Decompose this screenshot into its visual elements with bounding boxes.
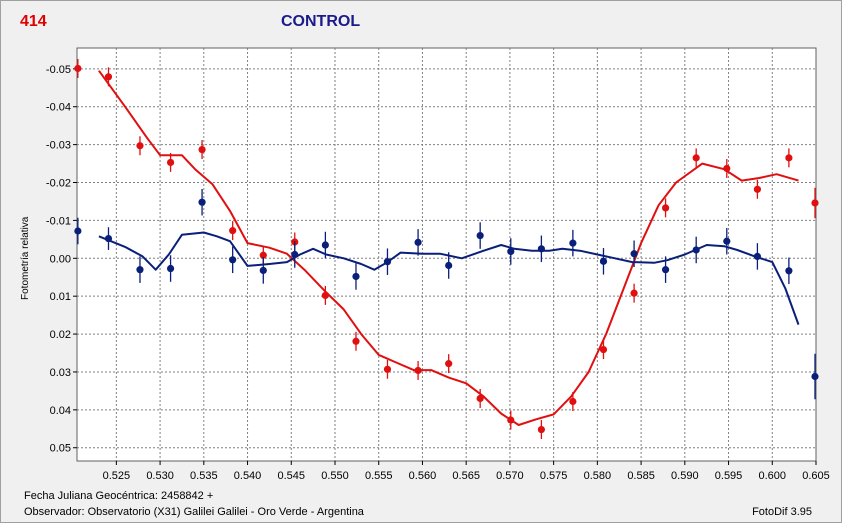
x-tick-label: 0.530 bbox=[146, 470, 174, 482]
data-point bbox=[569, 239, 577, 247]
fit-curves bbox=[98, 70, 800, 426]
data-point bbox=[74, 64, 82, 73]
y-tick-label: 0.02 bbox=[50, 329, 71, 341]
data-point bbox=[104, 73, 113, 81]
data-point bbox=[259, 251, 267, 259]
data-point bbox=[785, 267, 793, 275]
data-point bbox=[537, 425, 545, 434]
data-point bbox=[104, 234, 113, 243]
software-version: FotoDif 3.95 bbox=[752, 506, 812, 518]
y-tick-label: -0.01 bbox=[46, 215, 71, 227]
x-tick-label: 0.540 bbox=[234, 470, 262, 482]
x-tick-label: 0.570 bbox=[496, 470, 524, 482]
julian-date-label: Fecha Juliana Geocéntrica: 2458842 + bbox=[24, 490, 214, 502]
y-tick-label: 0.00 bbox=[50, 253, 71, 265]
data-point bbox=[569, 397, 577, 406]
data-point bbox=[507, 247, 515, 256]
data-point bbox=[198, 145, 206, 154]
data-points bbox=[74, 58, 819, 440]
data-point bbox=[229, 256, 237, 264]
x-tick-label: 0.585 bbox=[627, 470, 655, 482]
data-point bbox=[166, 264, 175, 273]
observer-label: Observador: Observatorio (X31) Galilei G… bbox=[24, 506, 364, 518]
fit-curve-2 bbox=[98, 231, 800, 325]
x-tick-label: 0.595 bbox=[715, 470, 743, 482]
data-point bbox=[599, 257, 608, 265]
data-point bbox=[476, 394, 484, 403]
x-tick-label: 0.535 bbox=[190, 470, 218, 482]
data-point bbox=[692, 246, 700, 254]
y-tick-label: 0.05 bbox=[50, 443, 71, 455]
x-tick-label: 0.560 bbox=[409, 470, 437, 482]
x-tick-label: 0.545 bbox=[278, 470, 306, 482]
y-tick-label: -0.02 bbox=[46, 178, 71, 190]
data-point bbox=[321, 241, 329, 249]
y-tick-label: -0.03 bbox=[46, 140, 71, 152]
data-point bbox=[599, 346, 608, 354]
data-point bbox=[723, 164, 731, 173]
x-tick-label: 0.550 bbox=[321, 470, 349, 482]
data-point bbox=[507, 416, 515, 424]
x-tick-label: 0.600 bbox=[759, 470, 787, 482]
data-point bbox=[383, 365, 392, 373]
y-tick-label: 0.04 bbox=[50, 405, 71, 417]
data-point bbox=[785, 154, 793, 162]
data-point bbox=[136, 266, 144, 274]
data-point bbox=[352, 337, 360, 345]
y-tick-label: 0.01 bbox=[50, 291, 71, 303]
y-tick-label: -0.05 bbox=[46, 64, 71, 76]
data-point bbox=[414, 238, 422, 246]
data-point bbox=[291, 250, 299, 259]
data-point bbox=[321, 291, 329, 300]
object-id: 414 bbox=[20, 13, 47, 30]
data-point bbox=[136, 142, 144, 150]
axis-ticks: 0.525 0.530 0.535 0.540 0.545 0.550 0.555 0.560… bbox=[46, 64, 830, 482]
data-point bbox=[811, 199, 819, 207]
data-point bbox=[198, 198, 206, 206]
y-tick-label: 0.03 bbox=[50, 367, 71, 379]
data-point bbox=[661, 204, 670, 212]
data-point bbox=[811, 372, 819, 381]
data-point bbox=[414, 366, 422, 375]
data-point bbox=[692, 154, 700, 162]
y-tick-label: -0.04 bbox=[46, 102, 71, 114]
chart-title: CONTROL bbox=[281, 13, 361, 30]
x-tick-label: 0.580 bbox=[584, 470, 612, 482]
data-point bbox=[537, 245, 545, 253]
x-tick-label: 0.565 bbox=[452, 470, 480, 482]
y-axis-label: Fotometría relativa bbox=[20, 216, 31, 300]
data-point bbox=[753, 252, 762, 260]
data-point bbox=[229, 227, 237, 235]
data-point bbox=[383, 258, 392, 266]
fit-curve-1 bbox=[98, 70, 799, 426]
data-point bbox=[445, 261, 453, 270]
data-point bbox=[630, 289, 638, 297]
x-tick-label: 0.525 bbox=[103, 470, 131, 482]
x-tick-label: 0.605 bbox=[802, 470, 830, 482]
data-point bbox=[445, 360, 453, 368]
x-tick-label: 0.575 bbox=[540, 470, 568, 482]
data-point bbox=[723, 237, 731, 245]
data-point bbox=[661, 266, 670, 274]
data-point bbox=[166, 158, 175, 167]
data-point bbox=[753, 185, 762, 193]
data-point bbox=[74, 227, 82, 235]
data-point bbox=[352, 272, 360, 281]
x-tick-label: 0.590 bbox=[671, 470, 699, 482]
data-point bbox=[630, 250, 638, 258]
x-tick-label: 0.555 bbox=[365, 470, 393, 482]
grid-lines bbox=[77, 48, 816, 461]
data-point bbox=[476, 231, 484, 240]
data-point bbox=[259, 266, 267, 275]
